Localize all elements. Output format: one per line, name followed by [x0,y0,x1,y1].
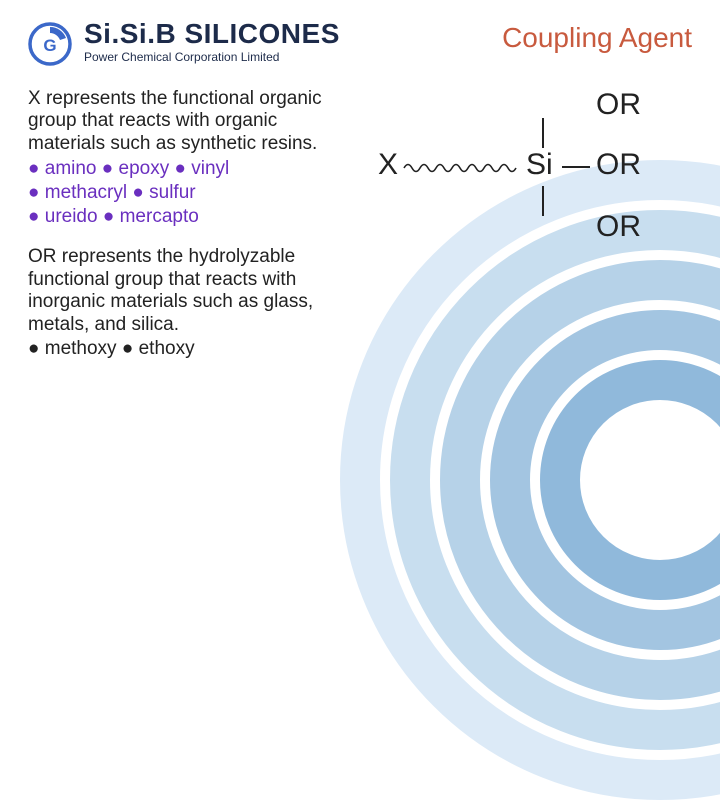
or-description: OR represents the hydrolyzable functiona… [28,246,354,336]
or-bullets: ● methoxy ● ethoxy [28,338,354,360]
x-description: X represents the functional organic grou… [28,88,354,155]
svg-text:G: G [43,36,56,55]
header: G Si.Si.B SILICONES Power Chemical Corpo… [28,20,692,66]
squiggle-bond-icon [402,158,522,178]
diagram-or-label-bottom: OR [596,210,641,244]
bond-line-icon [540,186,546,216]
diagram-area: X Si OR OR OR [368,88,692,288]
bond-line-icon [562,164,590,170]
page-title: Coupling Agent [502,22,692,54]
x-bullet-line: ● ureido ● mercapto [28,205,354,229]
left-column: X represents the functional organic grou… [28,88,368,363]
brand-logo-icon: G [28,22,72,66]
diagram-si-label: Si [526,148,553,182]
diagram-or-label-right: OR [596,148,641,182]
diagram-x-label: X [378,148,398,182]
tagline: Power Chemical Corporation Limited [84,50,454,64]
x-bullets: ● amino ● epoxy ● vinyl ● methacryl ● su… [28,157,354,228]
brand-name: Si.Si.B SILICONES [84,20,454,48]
chemical-diagram: X Si OR OR OR [378,88,678,268]
bond-line-icon [540,118,546,148]
x-bullet-line: ● amino ● epoxy ● vinyl [28,157,354,181]
diagram-or-label-top: OR [596,88,641,122]
x-bullet-line: ● methacryl ● sulfur [28,181,354,205]
